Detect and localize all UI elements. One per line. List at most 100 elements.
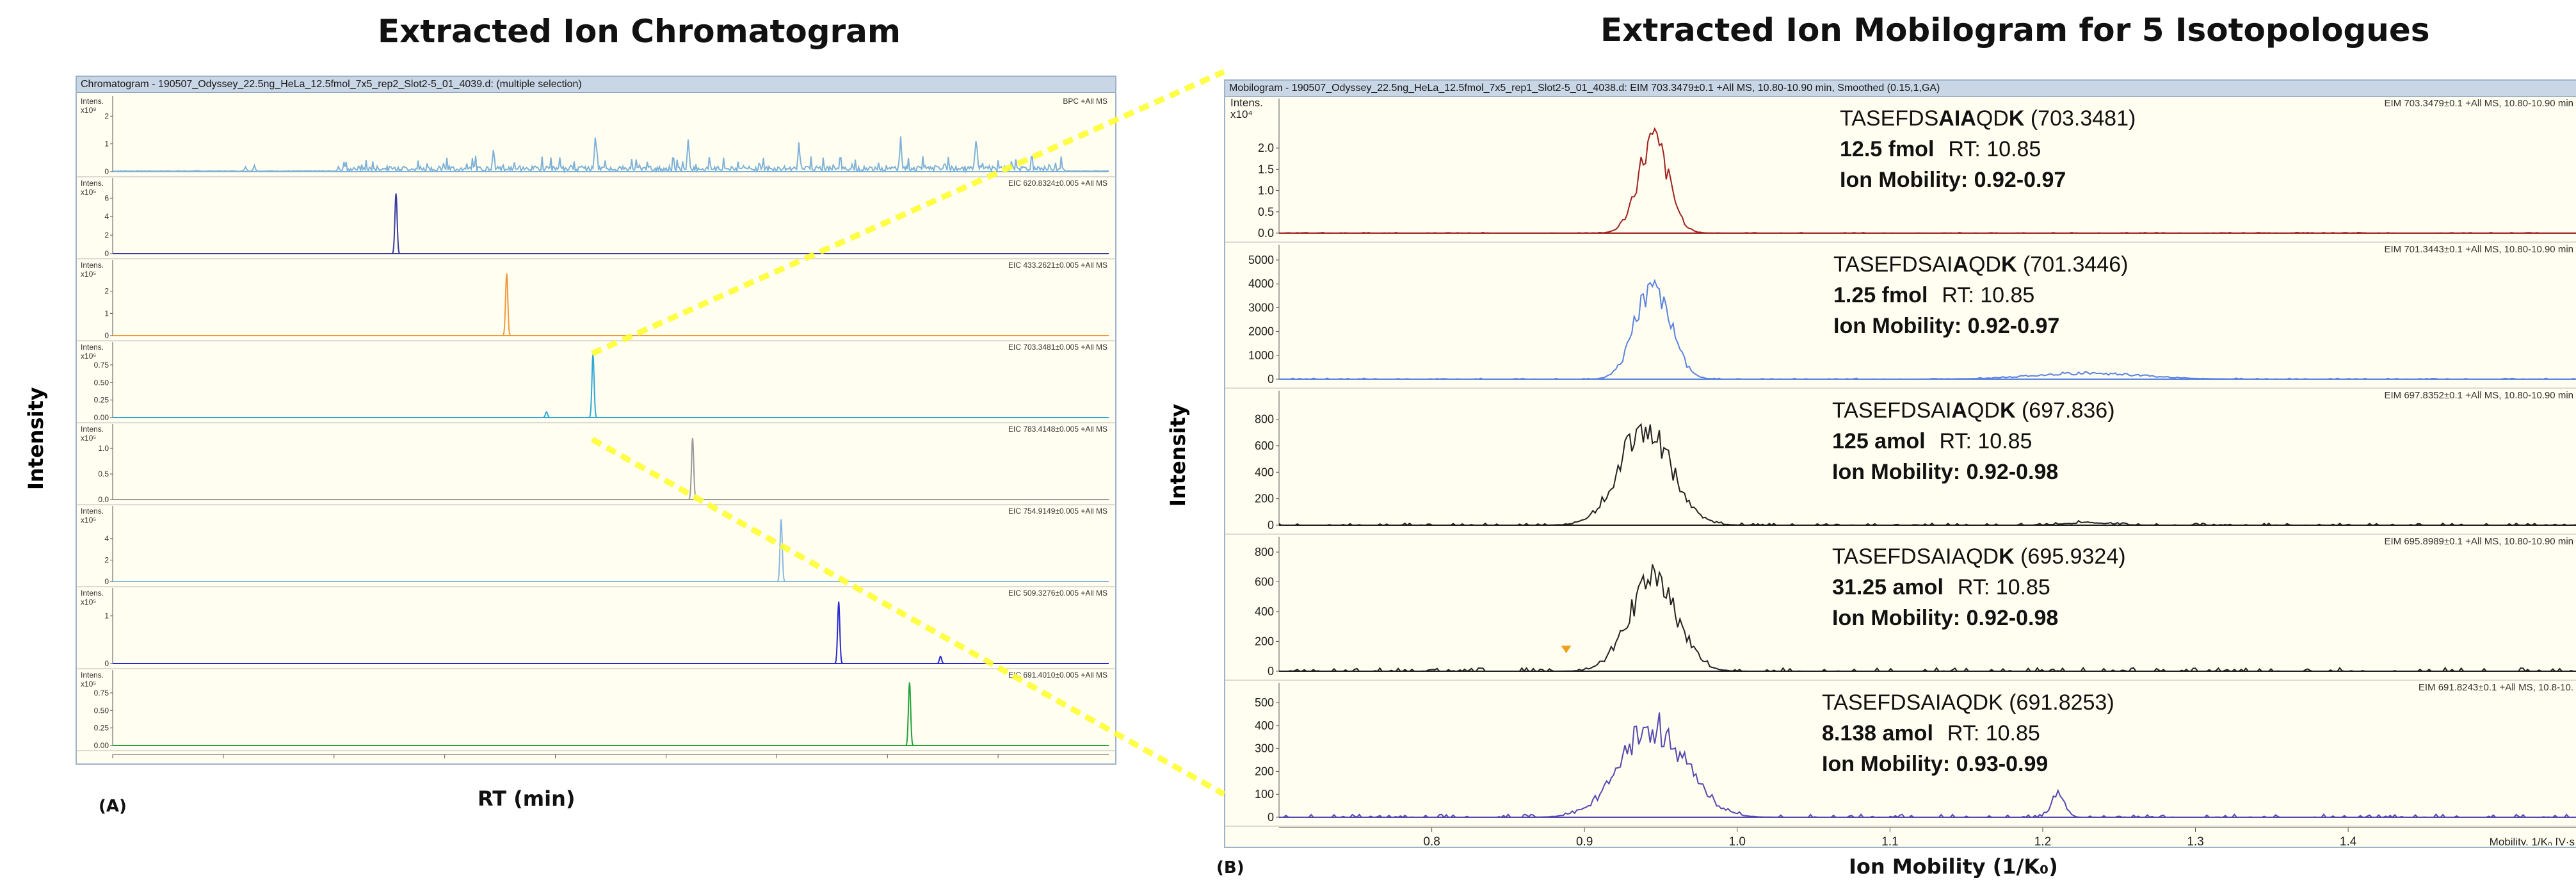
peptide-annotation: TASEFDSAIAQDK (703.3481) [1840, 106, 2136, 131]
right-y-axis-label: Intensity [1166, 403, 1190, 507]
left-chart-title: Extracted Ion Chromatogram [378, 13, 901, 50]
x-tick-label: 0.0 [107, 761, 118, 762]
lane-y-tick-label: 0.25 [94, 724, 109, 733]
rt-annotation-value: RT: 10.85 [1958, 575, 2050, 599]
lane-y-tick-label: 200 [1255, 493, 1274, 505]
lane-y-tick-label: 500 [1255, 696, 1274, 709]
lane-y-caption: Intens. [81, 507, 104, 516]
panel-tag-b: (B) [1216, 858, 1244, 877]
lane-y-tick-label: 100 [1255, 788, 1274, 801]
right-chart-title: Extracted Ion Mobilogram for 5 Isotopolo… [1600, 12, 2430, 49]
amount-annotation: 125 amol RT: 10.85 [1832, 429, 2032, 453]
peptide-annotation-part: TASEFDSAI [1832, 398, 1951, 423]
lane-y-caption: Intens. [81, 343, 104, 352]
lane-legend: EIC 691.4010±0.005 +All MS [1008, 671, 1107, 680]
peptide-annotation-part: (695.9324) [2015, 544, 2126, 569]
mobilogram-trace [1279, 712, 2576, 819]
lane-y-tick-label: 0.5 [98, 469, 109, 478]
amount-annotation: 12.5 fmol RT: 10.85 [1840, 137, 2041, 161]
chromatogram-trace [113, 193, 1109, 254]
lane-y-tick-label: 0.50 [94, 706, 109, 715]
peptide-annotation-part: TASEFDSAI [1833, 252, 1952, 277]
lane-y-exponent: x10⁵ [81, 598, 96, 607]
lane-y-tick-label: 2 [104, 555, 109, 564]
mobilogram-window-title: Mobilogram - 190507_Odyssey_22.5ng_HeLa_… [1225, 81, 2576, 97]
mobilogram-trace [1279, 127, 2576, 234]
peptide-annotation: TASEFDSAIAQDK (701.3446) [1833, 252, 2128, 277]
lane-y-tick-label: 6 [104, 193, 109, 202]
lane-y-exponent: x10⁵ [81, 270, 96, 279]
x-tick-label: 17.5 [880, 761, 896, 762]
lane-legend: EIM 703.3479±0.1 +All MS, 10.80-10.90 mi… [2385, 98, 2574, 109]
left-y-axis-label: Intensity [24, 387, 48, 490]
chromatogram-trace [113, 136, 1109, 174]
x-tick-label: 1.3 [2187, 835, 2203, 845]
mobility-annotation: Ion Mobility: 0.92-0.98 [1832, 460, 2058, 484]
lane-y-tick-label: 0.75 [94, 689, 109, 697]
x-unit-label: Time [min] [1069, 761, 1107, 762]
lane-y-tick-label: 0 [104, 577, 109, 586]
mobilogram-trace [1279, 564, 2576, 672]
panel-tag-a: (A) [99, 797, 127, 816]
lane-y-exponent: x10⁸ [81, 106, 96, 115]
mobilogram-plot: Intens.x10⁴ 0.0 0.5 1.0 1.5 2.0 EIM 703.3479±0… [1225, 97, 2576, 845]
lane-y-tick-label: 0.75 [94, 361, 109, 370]
lane-y-tick-label: 600 [1255, 439, 1274, 452]
lane-y-caption: Intens. [81, 261, 104, 270]
lane-legend: EIC 703.3481±0.005 +All MS [1008, 343, 1107, 352]
x-tick-label: 20.0 [990, 761, 1006, 762]
lane-y-tick-label: 0.25 [94, 396, 109, 405]
lane-y-tick-label: 0 [1268, 811, 1274, 824]
lane-y-tick-label: 1 [104, 140, 109, 149]
rt-annotation-value: RT: 10.85 [1948, 137, 2041, 161]
lane-y-tick-label: 800 [1255, 546, 1274, 558]
peptide-annotation: TASEFDSAIAQDK (697.836) [1832, 398, 2115, 423]
lane-y-tick-label: 4 [104, 212, 109, 221]
lane-y-tick-label: 0 [104, 167, 109, 176]
lane-y-tick-label: 1.5 [1258, 163, 1274, 175]
chromatogram-window: Chromatogram - 190507_Odyssey_22.5ng_HeL… [76, 76, 1116, 765]
lane-y-exponent: x10⁵ [81, 680, 96, 689]
lane-y-tick-label: 2 [104, 287, 109, 296]
x-tick-label: 0.8 [1423, 835, 1440, 845]
lane-y-tick-label: 5000 [1248, 254, 1274, 266]
lane-y-exponent: x10⁵ [81, 434, 96, 443]
peptide-annotation-part: (701.3446) [2017, 252, 2129, 277]
peptide-annotation: TASEFDSAIAQDK (695.9324) [1832, 544, 2126, 569]
peptide-annotation-part: (697.836) [2016, 398, 2115, 423]
mobilogram-trace [1278, 423, 2576, 526]
peptide-annotation-part: A [1951, 398, 1967, 423]
lane-y-tick-label: 0 [1268, 665, 1274, 678]
x-tick-label: 0.9 [1576, 835, 1593, 845]
lane-y-tick-label: 0.00 [94, 741, 109, 750]
rt-annotation-value: RT: 10.85 [1942, 283, 2034, 307]
lane-legend: EIM 691.8243±0.1 +All MS, 10.8-10. [2419, 682, 2573, 693]
lane-y-caption: Intens. [81, 425, 104, 434]
amount-annotation-value: 31.25 amol [1832, 575, 1944, 599]
x-tick-label: 1.0 [1729, 835, 1746, 845]
peptide-annotation-part: K [1999, 544, 2015, 569]
mobility-annotation: Ion Mobility: 0.92-0.97 [1833, 314, 2059, 338]
x-tick-label: 5.0 [328, 761, 340, 762]
left-x-axis-label: RT (min) [478, 786, 576, 811]
chromatogram-window-title: Chromatogram - 190507_Odyssey_22.5ng_HeL… [77, 77, 1115, 93]
chromatogram-trace [113, 354, 1109, 418]
chromatogram-trace [113, 601, 1109, 664]
lane-y-tick-label: 3000 [1248, 301, 1274, 314]
lane-y-caption: Intens. [1230, 97, 1263, 109]
lane-y-tick-label: 0 [1268, 519, 1274, 532]
lane-y-caption: Intens. [81, 589, 104, 598]
x-tick-label: 12.5 [658, 761, 674, 762]
lane-y-tick-label: 600 [1255, 576, 1274, 589]
lane-y-tick-label: 2 [104, 111, 109, 120]
lane-y-tick-label: 0 [1268, 373, 1274, 386]
peptide-annotation-part: K [2001, 252, 2017, 277]
peptide-annotation-part: QD [1968, 252, 2001, 277]
lane-y-tick-label: 4 [104, 534, 109, 543]
lane-y-tick-label: 1.0 [98, 444, 109, 453]
lane-y-tick-label: 400 [1255, 466, 1274, 478]
lane-y-tick-label: 4000 [1248, 277, 1274, 290]
mobility-annotation: Ion Mobility: 0.93-0.99 [1822, 752, 2048, 776]
amount-annotation: 1.25 fmol RT: 10.85 [1833, 283, 2034, 307]
right-x-axis-label: Ion Mobility (1/K₀) [1849, 854, 2058, 879]
